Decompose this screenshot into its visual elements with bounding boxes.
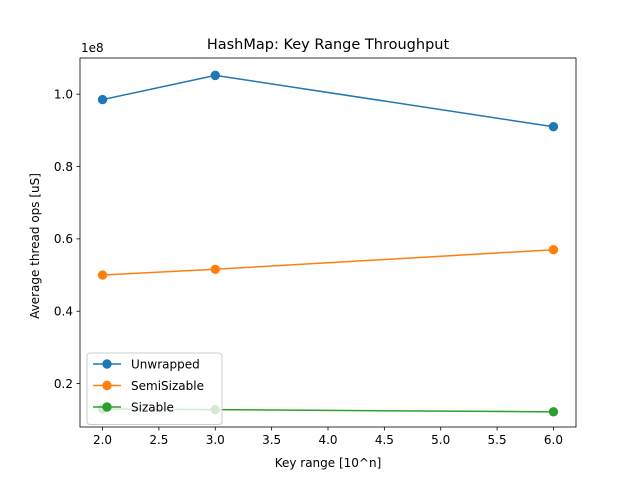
x-tick-label-5: 4.5 (375, 433, 394, 447)
y-axis-label: Average thread ops [uS] (28, 173, 42, 319)
chart-title: HashMap: Key Range Throughput (207, 37, 450, 53)
y-offset-label: 1e8 (81, 41, 104, 55)
series-2-point-2 (548, 407, 559, 417)
legend-label-1: SemiSizable (131, 379, 204, 393)
x-tick-label-4: 4.0 (318, 433, 337, 447)
axes-layer: 2.0 2.5 3.0 3.5 4.0 4.5 5.0 5.5 6.0 0.2 0.4 0.6 0.8 1… (54, 57, 577, 447)
y-tick-label-3: 0.8 (54, 160, 73, 174)
legend: Unwrapped SemiSizable Sizable (86, 352, 223, 425)
x-tick-label-6: 5.0 (431, 433, 450, 447)
x-tick-label-8: 6.0 (544, 433, 563, 447)
legend-label-0: Unwrapped (131, 357, 200, 371)
y-tick-label-1: 0.4 (54, 305, 73, 319)
x-tick-label-2: 3.0 (206, 433, 225, 447)
series-1-point-0 (97, 270, 108, 280)
legend-marker-0 (102, 359, 112, 369)
series-1-point-2 (548, 245, 559, 255)
x-axis-label: Key range [10^n] (275, 456, 382, 470)
legend-label-2: Sizable (131, 400, 174, 414)
y-tick-label-4: 1.0 (54, 87, 73, 101)
x-tick-label-0: 2.0 (93, 433, 112, 447)
y-tick-label-2: 0.6 (54, 232, 73, 246)
series-0-point-0 (97, 94, 108, 105)
y-tick-label-0: 0.2 (54, 377, 73, 391)
series-1-point-1 (210, 264, 220, 274)
x-tick-label-7: 5.5 (488, 433, 507, 447)
series-0-point-1 (210, 70, 220, 81)
x-tick-label-3: 3.5 (262, 433, 281, 447)
legend-marker-2 (102, 402, 112, 412)
legend-marker-1 (102, 380, 112, 391)
x-tick-label-1: 2.5 (149, 433, 168, 447)
series-0-point-2 (548, 122, 559, 132)
